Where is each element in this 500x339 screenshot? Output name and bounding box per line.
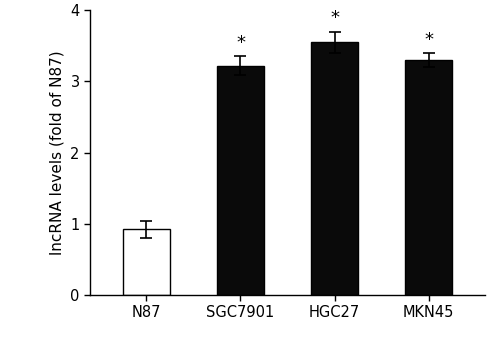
- Text: *: *: [424, 31, 433, 48]
- Bar: [311, 42, 358, 295]
- Text: *: *: [236, 34, 245, 52]
- Bar: [123, 230, 170, 295]
- Bar: [405, 60, 452, 295]
- Y-axis label: lncRNA levels (fold of N87): lncRNA levels (fold of N87): [50, 50, 64, 255]
- Bar: [217, 66, 264, 295]
- Text: *: *: [330, 9, 339, 27]
